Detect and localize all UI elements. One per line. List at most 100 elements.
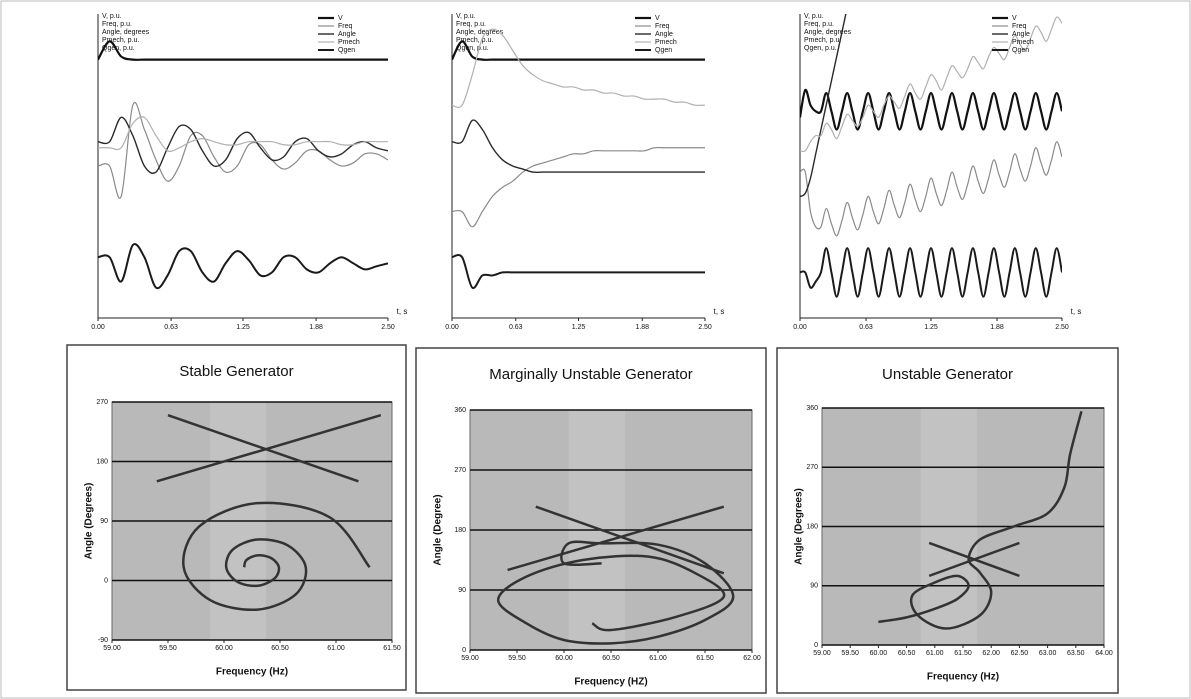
y-tick-label: 0	[104, 577, 108, 584]
x-tick-label: 59.00	[461, 655, 479, 662]
series-line	[156, 414, 382, 483]
y-axis-label: Angle (Degree)	[433, 494, 444, 565]
x-tick-label: 2.50	[1055, 324, 1069, 331]
x-tick-label: 1.25	[924, 324, 938, 331]
series-line	[496, 540, 735, 645]
chart: Unstable Generator Angle (Degrees) Frequen…	[794, 366, 1113, 683]
y-tick-label: -90	[98, 637, 108, 644]
axis-label: Pmech, p.u.	[804, 37, 841, 44]
y-tick-label: 270	[454, 467, 466, 474]
x-tick-label: 60.00	[555, 655, 573, 662]
series-line	[167, 414, 359, 483]
x-tick-label: 59.00	[813, 650, 831, 657]
series-line	[800, 14, 847, 198]
chart: t, s V, p.u.Freq, p.u.Angle, degreesPmech…	[445, 13, 724, 331]
axis-label: V, p.u.	[804, 13, 824, 20]
x-tick-label: 60.00	[215, 645, 233, 652]
x-axis-label: t, s	[714, 307, 725, 316]
x-axis-label: t, s	[397, 307, 408, 316]
series-line	[98, 116, 388, 152]
series-line	[507, 505, 725, 572]
x-tick-label: 63.00	[1039, 650, 1057, 657]
x-tick-label: 62.50	[1011, 650, 1029, 657]
series-line	[452, 253, 705, 290]
x-tick-label: 0.00	[445, 324, 459, 331]
chart: t, sV, p.u.Freq, p.u.Angle, degreesPmech…	[793, 13, 1081, 331]
y-tick-label: 0	[814, 642, 818, 649]
chart: t, sV, p.u.Freq, p.u.Angle, degreesPmech…	[91, 13, 407, 331]
legend-label: Qgen	[338, 47, 355, 54]
legend-label: Pmech	[1012, 39, 1034, 46]
axis-label: Qgen, p.u.	[804, 45, 837, 52]
y-tick-label: 0	[462, 647, 466, 654]
x-tick-label: 60.00	[870, 650, 888, 657]
x-tick-label: 0.00	[793, 324, 807, 331]
axis-label: Freq, p.u.	[456, 21, 486, 28]
y-axis-label: Angle (Degrees)	[84, 483, 95, 560]
x-tick-label: 59.50	[159, 645, 177, 652]
legend-label: Angle	[338, 31, 356, 38]
y-tick-label: 270	[806, 464, 818, 471]
legend-label: V	[655, 15, 660, 22]
legend-label: V	[338, 15, 343, 22]
legend-label: Angle	[1012, 31, 1030, 38]
y-tick-label: 270	[96, 399, 108, 406]
series-line	[452, 28, 705, 109]
y-tick-label: 90	[458, 587, 466, 594]
x-tick-label: 2.50	[698, 324, 712, 331]
x-tick-label: 2.50	[381, 324, 395, 331]
series-line	[98, 102, 388, 199]
series-line	[800, 247, 1062, 298]
series-line	[452, 119, 705, 174]
legend-label: Angle	[655, 31, 673, 38]
legend-label: Pmech	[338, 39, 360, 46]
x-tick-label: 0.63	[859, 324, 873, 331]
x-tick-label: 61.50	[954, 650, 972, 657]
legend-label: Qgen	[655, 47, 672, 54]
axis-label: Pmech, p.u.	[456, 37, 493, 44]
axis-label: V, p.u.	[456, 13, 476, 20]
x-tick-label: 1.88	[635, 324, 649, 331]
x-tick-label: 59.00	[103, 645, 121, 652]
x-tick-label: 62.00	[982, 650, 1000, 657]
axis-label: Freq, p.u.	[102, 21, 132, 28]
axis-label: Angle, degrees	[456, 29, 504, 36]
x-tick-label: 1.88	[309, 324, 323, 331]
axis-label: Freq, p.u.	[804, 21, 834, 28]
axis-label: Qgen, p.u.	[102, 45, 135, 52]
legend-label: Freq	[338, 23, 353, 30]
series-line	[800, 16, 1062, 153]
x-tick-label: 60.50	[898, 650, 916, 657]
legend-label: Freq	[655, 23, 670, 30]
x-tick-label: 59.50	[841, 650, 859, 657]
series-line	[878, 410, 1083, 630]
axis-label: Pmech, p.u.	[102, 37, 139, 44]
x-tick-label: 59.50	[508, 655, 526, 662]
series-line	[535, 505, 725, 575]
y-axis-label: Angle (Degrees)	[794, 488, 805, 565]
x-tick-label: 61.00	[649, 655, 667, 662]
x-tick-label: 62.00	[743, 655, 761, 662]
x-tick-label: 63.50	[1067, 650, 1085, 657]
y-tick-label: 360	[454, 407, 466, 414]
x-tick-label: 61.00	[327, 645, 345, 652]
series-line	[928, 541, 1020, 578]
legend-label: V	[1012, 15, 1017, 22]
x-tick-label: 0.00	[91, 324, 105, 331]
series-line	[800, 88, 1062, 131]
x-tick-label: 61.00	[926, 650, 944, 657]
series-line	[98, 243, 388, 290]
y-tick-label: 180	[454, 527, 466, 534]
x-tick-label: 64.00	[1095, 650, 1113, 657]
x-tick-label: 60.50	[602, 655, 620, 662]
y-tick-label: 180	[806, 523, 818, 530]
x-tick-label: 61.50	[383, 645, 401, 652]
chart: Stable Generator Angle (Degrees) Frequency…	[84, 363, 401, 678]
x-axis-label: Frequency (Hz)	[927, 672, 999, 683]
legend-label: Qgen	[1012, 47, 1029, 54]
legend-label: Freq	[1012, 23, 1027, 30]
x-axis-label: Frequency (Hz)	[216, 667, 288, 678]
axis-label: Angle, degrees	[804, 29, 852, 36]
x-axis-label: Frequency (HZ)	[574, 677, 647, 688]
